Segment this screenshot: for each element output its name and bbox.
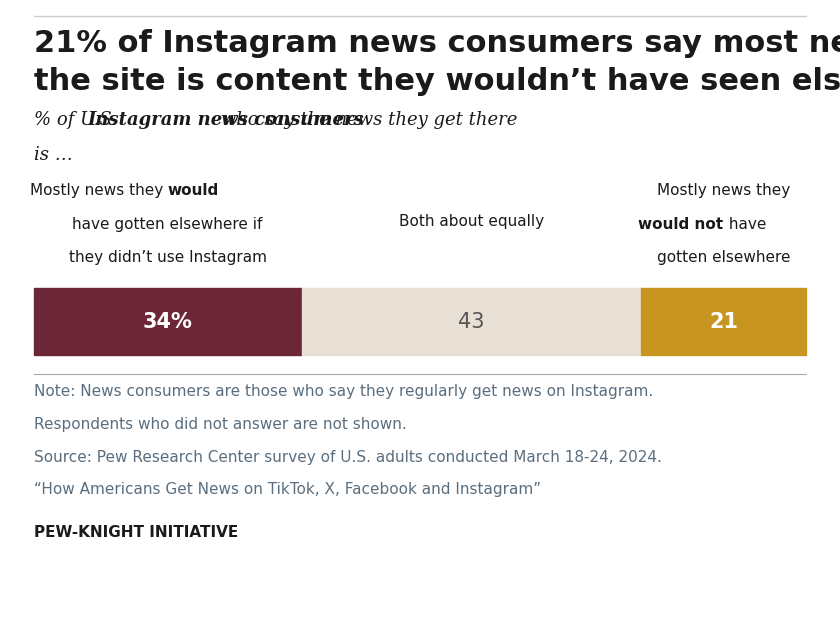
Text: % of U.S.: % of U.S.: [34, 111, 123, 129]
Text: 21: 21: [709, 312, 738, 332]
Text: Both about equally: Both about equally: [399, 214, 543, 230]
Text: 21% of Instagram news consumers say most news on: 21% of Instagram news consumers say most…: [34, 29, 840, 58]
Text: Respondents who did not answer are not shown.: Respondents who did not answer are not s…: [34, 417, 407, 432]
Text: Instagram news consumers: Instagram news consumers: [87, 111, 364, 129]
Text: PEW-KNIGHT INITIATIVE: PEW-KNIGHT INITIATIVE: [34, 525, 238, 540]
Text: the site is content they wouldn’t have seen elsewhere: the site is content they wouldn’t have s…: [34, 67, 840, 96]
Text: is …: is …: [34, 146, 72, 164]
Text: have gotten elsewhere if: have gotten elsewhere if: [72, 216, 263, 231]
Text: 34%: 34%: [143, 312, 192, 332]
Text: Mostly news they: Mostly news they: [657, 183, 790, 198]
Text: who say the news they get there: who say the news they get there: [215, 111, 517, 129]
Text: Mostly news they: Mostly news they: [29, 183, 168, 198]
Text: “How Americans Get News on TikTok, X, Facebook and Instagram”: “How Americans Get News on TikTok, X, Fa…: [34, 482, 541, 498]
Text: Source: Pew Research Center survey of U.S. adults conducted March 18-24, 2024.: Source: Pew Research Center survey of U.…: [34, 450, 661, 465]
Text: would not: would not: [638, 216, 723, 231]
Text: would: would: [168, 183, 219, 198]
Text: 43: 43: [458, 312, 485, 332]
Text: have: have: [723, 216, 766, 231]
Text: they didn’t use Instagram: they didn’t use Instagram: [69, 250, 266, 265]
Text: Note: News consumers are those who say they regularly get news on Instagram.: Note: News consumers are those who say t…: [34, 384, 653, 399]
Text: gotten elsewhere: gotten elsewhere: [657, 250, 790, 265]
